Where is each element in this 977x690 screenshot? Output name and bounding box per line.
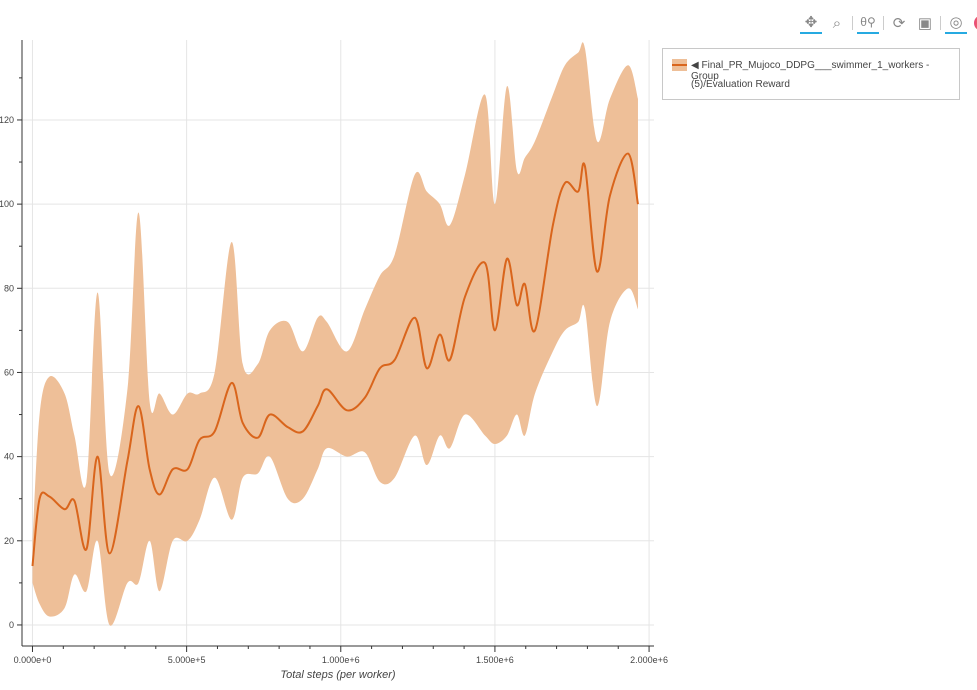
save-icon[interactable]: ▣: [917, 15, 933, 32]
x-tick-label: 5.000e+5: [168, 655, 206, 665]
mean-line: [31, 152, 639, 567]
y-tick-label: 120: [0, 115, 14, 125]
y-tick-label: 40: [4, 452, 14, 462]
legend-arrow-icon: ◀: [691, 60, 699, 71]
legend: ◀ Final_PR_Mujoco_DDPG___swimmer_1_worke…: [662, 48, 960, 100]
std-band: [32, 42, 638, 626]
box-zoom-icon[interactable]: ⌕: [832, 14, 842, 32]
pan-tool-move-icon[interactable]: ✥: [800, 12, 822, 34]
toolbar: ✥ ⌕ θ⚲ ⟳ ▣ ◎: [800, 12, 977, 34]
x-tick-label: 1.000e+6: [322, 655, 360, 665]
y-tick-label: 80: [4, 283, 14, 293]
x-axis-label: Total steps (per worker): [280, 669, 395, 681]
reset-icon[interactable]: ⟳: [892, 15, 906, 32]
divider: [940, 16, 941, 30]
y-tick-label: 60: [4, 367, 14, 377]
y-tick-label: 100: [0, 199, 14, 209]
wheel-zoom-icon[interactable]: θ⚲: [857, 12, 879, 34]
legend-label-line2: (5)/Evaluation Reward: [691, 79, 790, 90]
x-tick-label: 1.500e+6: [476, 655, 514, 665]
crosshair-icon[interactable]: ◎: [945, 12, 967, 34]
y-tick-label: 20: [4, 536, 14, 546]
divider: [883, 16, 884, 30]
divider: [852, 16, 853, 30]
x-tick-label: 0.000e+0: [14, 655, 52, 665]
legend-swatch: [672, 59, 687, 71]
legend-label-line1[interactable]: Final_PR_Mujoco_DDPG___swimmer_1_workers…: [691, 60, 930, 82]
y-tick-label: 0: [9, 620, 14, 630]
bokeh-logo-icon[interactable]: [971, 12, 977, 34]
axes: 0 20 40 60 80 100 120 0.000e+0 5.000e+5 1.000e+6 1…: [0, 40, 668, 665]
x-tick-label: 2.000e+6: [630, 655, 668, 665]
